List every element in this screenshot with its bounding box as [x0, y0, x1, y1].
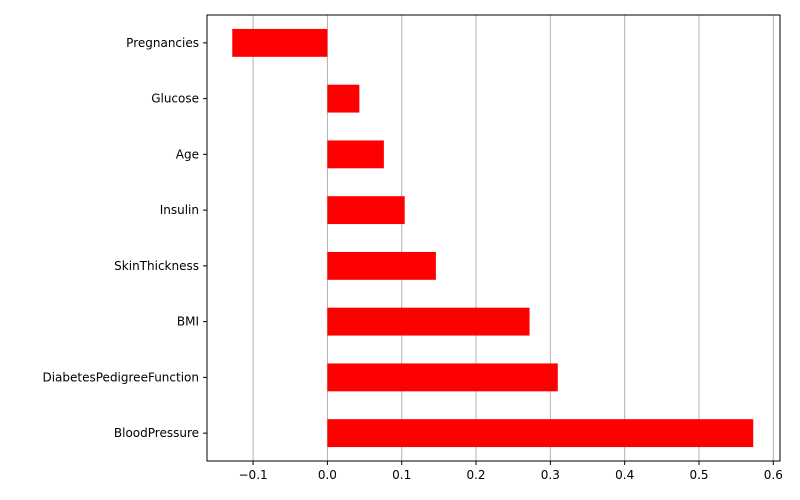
x-tick-label: 0.5 [689, 468, 708, 482]
x-tick-label: −0.1 [239, 468, 268, 482]
x-tick-label: 0.0 [318, 468, 337, 482]
x-ticks-layer: −0.1 0.0 0.1 0.2 0.3 0.4 0.5 0.6 [239, 461, 783, 482]
y-category-label: Insulin [160, 203, 199, 217]
y-category-label: BloodPressure [114, 426, 199, 440]
bar-age [327, 140, 384, 169]
x-tick-label: 0.6 [764, 468, 783, 482]
bar-insulin [327, 196, 405, 225]
bar-bloodpressure [327, 419, 754, 448]
bars-layer [232, 28, 754, 448]
y-category-label: SkinThickness [114, 259, 199, 273]
x-tick-label: 0.2 [466, 468, 485, 482]
y-category-label: BMI [177, 315, 199, 329]
bar-glucose [327, 84, 360, 113]
y-category-label: DiabetesPedigreeFunction [42, 370, 199, 384]
x-tick-label: 0.3 [541, 468, 560, 482]
bar-bmi [327, 307, 530, 336]
y-category-label: Age [176, 147, 199, 161]
bar-diabetespedigreefunction [327, 363, 558, 392]
y-category-label: Glucose [151, 92, 199, 106]
grid-layer [252, 15, 774, 461]
y-category-label: Pregnancies [126, 36, 199, 50]
bar-skinthickness [327, 251, 436, 280]
y-ticks-layer: Pregnancies Glucose Age Insulin SkinThicknes… [42, 36, 207, 440]
x-tick-label: 0.1 [392, 468, 411, 482]
plot-frame [206, 14, 781, 462]
x-tick-label: 0.4 [615, 468, 634, 482]
bar-pregnancies [232, 28, 328, 57]
